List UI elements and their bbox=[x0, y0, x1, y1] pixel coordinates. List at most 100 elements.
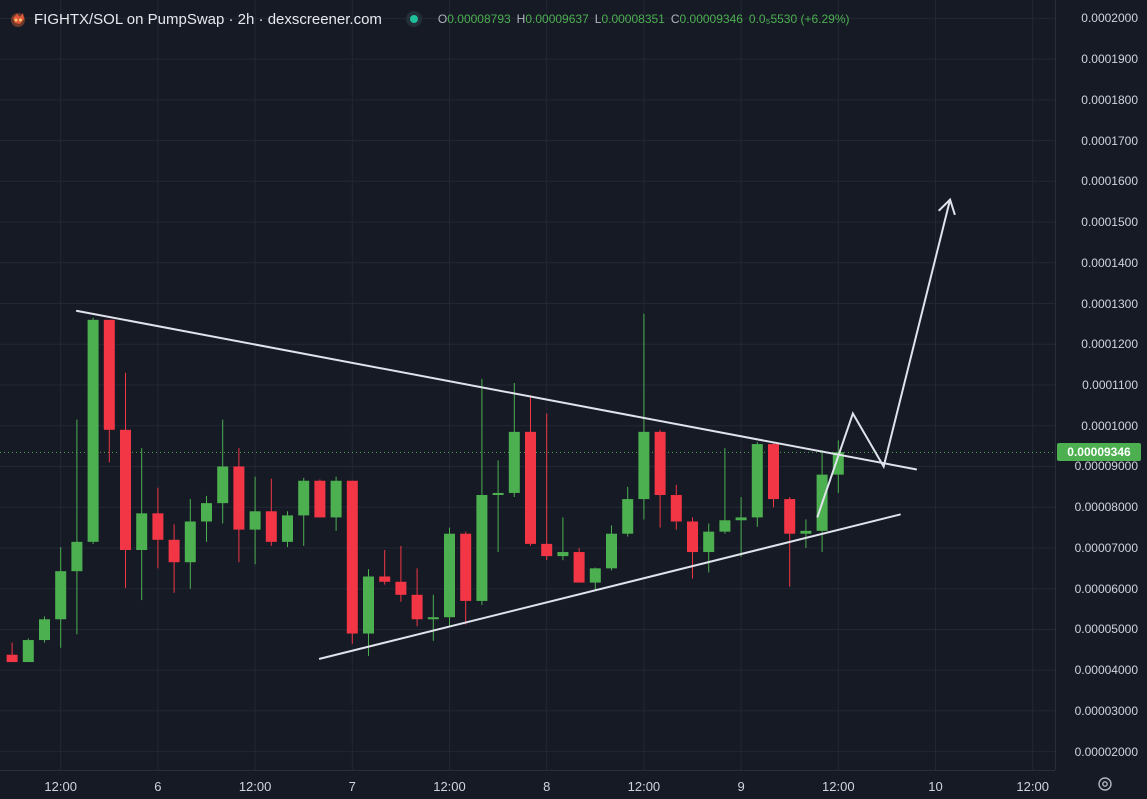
time-tick-label: 12:00 bbox=[44, 779, 77, 794]
chart-header: FIGHTX/SOL on PumpSwap · 2h · dexscreene… bbox=[8, 6, 850, 32]
low-value: 0.00008351 bbox=[601, 12, 665, 26]
candle-down bbox=[670, 495, 682, 522]
time-tick-label: 8 bbox=[543, 779, 551, 794]
candle-up bbox=[508, 431, 520, 493]
price-tick-label: 0.0001000 bbox=[1081, 418, 1138, 433]
open-key: O bbox=[437, 12, 448, 26]
candle-up bbox=[800, 530, 812, 534]
candle-up bbox=[427, 617, 439, 620]
time-tick-label: 12:00 bbox=[822, 779, 855, 794]
candle-up bbox=[622, 499, 634, 534]
candle-up bbox=[55, 571, 67, 620]
candle-up bbox=[39, 619, 50, 641]
time-tick-label: 7 bbox=[348, 779, 356, 794]
candle-down bbox=[379, 576, 391, 582]
candle-up bbox=[249, 511, 261, 530]
price-tick-label: 0.00008000 bbox=[1074, 500, 1138, 515]
candle-up bbox=[751, 444, 763, 518]
candle-up bbox=[330, 480, 342, 518]
candle-down bbox=[411, 594, 423, 620]
token-logo-icon bbox=[11, 13, 25, 27]
candle-up bbox=[282, 515, 293, 542]
candle-down bbox=[314, 480, 326, 518]
candle-up bbox=[184, 521, 196, 563]
projection-path bbox=[816, 199, 952, 518]
price-tick-label: 0.0001300 bbox=[1081, 296, 1138, 311]
candle-down bbox=[152, 513, 164, 540]
symbol-title: FIGHTX/SOL on PumpSwap · 2h · dexscreene… bbox=[34, 10, 382, 28]
price-tick-label: 0.00003000 bbox=[1074, 703, 1138, 718]
candle-down bbox=[395, 581, 407, 595]
price-tick-label: 0.0001700 bbox=[1081, 133, 1138, 148]
price-tick-label: 0.0001800 bbox=[1081, 92, 1138, 107]
candle-up bbox=[589, 568, 601, 583]
candle-up bbox=[217, 466, 229, 504]
candle-up bbox=[298, 480, 310, 516]
candle-down bbox=[654, 431, 666, 495]
triangle-lower-trendline bbox=[318, 513, 901, 660]
time-tick-label: 12:00 bbox=[238, 779, 272, 794]
market-status-icon[interactable] bbox=[409, 15, 418, 23]
projection-arrowhead bbox=[937, 197, 956, 216]
change-value: 0.0₅5530 (+6.29%) bbox=[748, 12, 850, 26]
high-value: 0.00009637 bbox=[525, 12, 589, 26]
candle-up bbox=[638, 431, 650, 500]
last-price-label: 0.00009346 bbox=[1057, 443, 1141, 462]
candle-up bbox=[606, 533, 617, 569]
ohlc-legend: O0.00008793 H0.00009637 L0.00008351 C0.0… bbox=[438, 12, 850, 26]
candle-up bbox=[735, 517, 747, 521]
price-tick-label: 0.0001500 bbox=[1081, 215, 1138, 230]
price-tick-label: 0.00004000 bbox=[1074, 663, 1138, 678]
triangle-upper-trendline bbox=[75, 309, 918, 471]
price-tick-label: 0.0001400 bbox=[1081, 255, 1138, 270]
candle-down bbox=[6, 654, 18, 663]
time-axis[interactable]: 12:00 6 12:00 7 12:00 8 12:00 9 12:00 10 12:00 bbox=[0, 770, 1055, 799]
candle-down bbox=[687, 521, 698, 553]
close-key: C bbox=[670, 12, 680, 26]
candle-down bbox=[525, 431, 536, 544]
price-tick-label: 0.00005000 bbox=[1074, 622, 1138, 637]
candle-up bbox=[832, 452, 844, 475]
time-tick-label: 9 bbox=[737, 779, 745, 794]
candle-down bbox=[460, 533, 472, 601]
time-tick-label: 12:00 bbox=[627, 779, 661, 794]
candle-down bbox=[346, 480, 358, 634]
candle-down bbox=[541, 543, 553, 557]
candle-up bbox=[703, 531, 715, 553]
candle-down bbox=[233, 466, 245, 530]
candle-up bbox=[719, 520, 731, 532]
candle-down bbox=[103, 319, 115, 430]
open-value: 0.00008793 bbox=[447, 12, 511, 26]
candle-down bbox=[168, 539, 180, 563]
candle-up bbox=[444, 533, 455, 618]
price-tick-label: 0.0002000 bbox=[1081, 11, 1138, 26]
candle-down bbox=[784, 499, 796, 534]
price-tick-label: 0.00009000 bbox=[1074, 459, 1138, 474]
candle-up bbox=[201, 503, 212, 522]
high-key: H bbox=[516, 12, 526, 26]
price-tick-label: 0.0001900 bbox=[1081, 52, 1138, 67]
candle-up bbox=[22, 640, 34, 663]
close-value: 0.00009346 bbox=[679, 12, 743, 26]
price-tick-label: 0.00006000 bbox=[1074, 581, 1138, 596]
price-tick-label: 0.0001100 bbox=[1082, 378, 1138, 392]
time-tick-label: 6 bbox=[154, 779, 162, 794]
candle-up bbox=[136, 513, 148, 550]
price-axis[interactable]: 0.00002000 0.00003000 0.00004000 0.00005000… bbox=[1055, 0, 1147, 770]
time-tick-label: 12:00 bbox=[1016, 779, 1049, 794]
candle-up bbox=[557, 552, 569, 557]
time-tick-label: 10 bbox=[928, 779, 943, 794]
settings-gear-icon[interactable] bbox=[1096, 775, 1114, 793]
price-tick-label: 0.0001200 bbox=[1081, 337, 1138, 352]
time-tick-label: 12:00 bbox=[433, 779, 466, 794]
price-tick-label: 0.00002000 bbox=[1074, 744, 1138, 759]
candle-down bbox=[573, 552, 585, 583]
candle-down bbox=[265, 511, 277, 542]
candle-up bbox=[476, 495, 488, 601]
price-tick-label: 0.0001600 bbox=[1081, 174, 1138, 189]
price-tick-label: 0.00007000 bbox=[1074, 540, 1138, 555]
candle-up bbox=[71, 541, 83, 572]
candle-up bbox=[363, 576, 374, 634]
